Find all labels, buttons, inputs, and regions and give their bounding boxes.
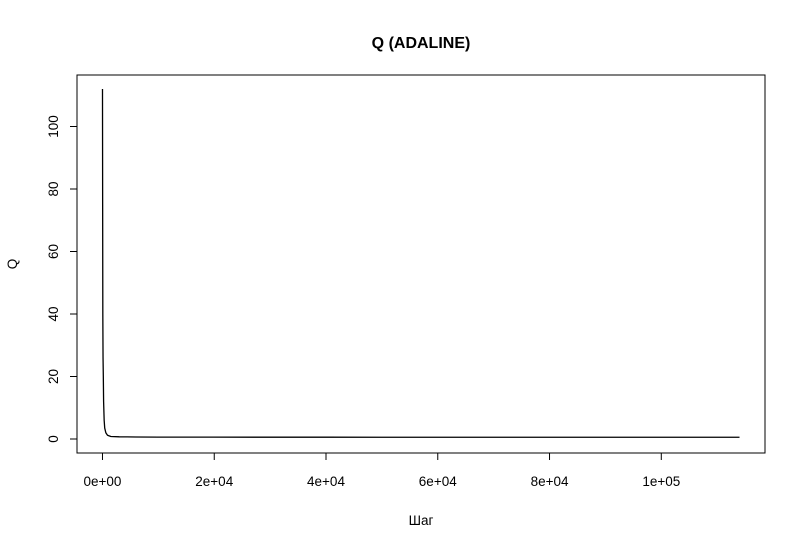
x-tick-label: 1e+05 xyxy=(642,474,680,489)
x-tick-label: 0e+00 xyxy=(84,474,122,489)
x-axis: 0e+00 2e+04 4e+04 6e+04 8e+04 1e+05 xyxy=(84,452,680,489)
chart-title: Q (ADALINE) xyxy=(372,35,471,52)
x-axis-label: Шаг xyxy=(409,513,434,528)
y-tick-label: 100 xyxy=(46,115,61,138)
x-tick-label: 8e+04 xyxy=(531,474,569,489)
x-tick-label: 2e+04 xyxy=(195,474,233,489)
x-tick-label: 4e+04 xyxy=(307,474,345,489)
y-axis-label: Q xyxy=(5,259,20,270)
y-tick-label: 0 xyxy=(46,435,61,443)
x-tick-label: 6e+04 xyxy=(419,474,457,489)
y-axis: 0 20 40 60 80 100 xyxy=(46,115,78,443)
series-line-0 xyxy=(101,88,740,438)
y-tick-label: 20 xyxy=(46,369,61,384)
y-tick-label: 40 xyxy=(46,306,61,321)
series-group xyxy=(101,88,740,438)
y-tick-label: 80 xyxy=(46,181,61,196)
y-tick-label: 60 xyxy=(46,244,61,259)
